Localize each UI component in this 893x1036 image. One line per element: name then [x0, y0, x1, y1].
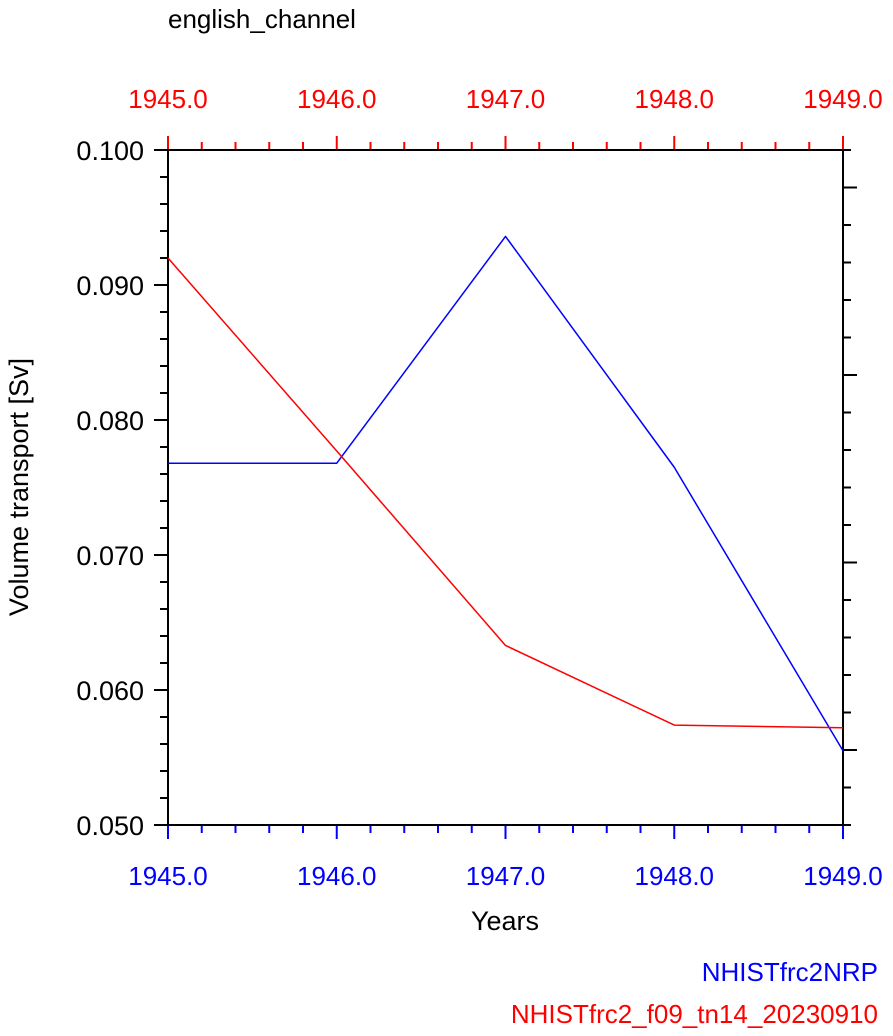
y-tick-label: 0.050: [76, 811, 144, 841]
x-tick-label: 1949.0: [803, 861, 883, 891]
top-x-tick-label: 1945.0: [128, 84, 208, 114]
y-tick-label: 0.060: [76, 676, 144, 706]
series-layer: [167, 235, 844, 752]
y-tick-label: 0.070: [76, 541, 144, 571]
x-axis-label: Years: [471, 906, 539, 936]
y-tick-label: 0.080: [76, 406, 144, 436]
legend-series-1: NHISTfrc2NRP: [702, 957, 878, 987]
y-tick-label: 0.090: [76, 271, 144, 301]
y-axis: 0.050 0.060 0.070 0.080 0.090 0.100: [76, 136, 168, 841]
series-line-1: [168, 235, 844, 752]
chart-title: english_channel: [168, 4, 356, 34]
top-x-tick-label: 1947.0: [466, 84, 546, 114]
x-tick-label: 1948.0: [634, 861, 714, 891]
x-tick-label: 1947.0: [466, 861, 546, 891]
bottom-x-axis: 1945.0 1946.0 1947.0 1948.0 1949.0: [128, 825, 883, 891]
x-tick-label: 1945.0: [128, 861, 208, 891]
top-x-tick-label: 1948.0: [634, 84, 714, 114]
legend-series-2: NHISTfrc2_f09_tn14_20230910: [511, 999, 878, 1029]
top-x-tick-label: 1949.0: [803, 84, 883, 114]
top-x-tick-label: 1946.0: [297, 84, 377, 114]
y-axis-label: Volume transport [Sv]: [4, 358, 34, 616]
plot-frame: [167, 149, 844, 826]
y-tick-label: 0.100: [76, 136, 144, 166]
series-line-2: [167, 257, 844, 729]
right-axis: [843, 149, 857, 826]
top-x-axis: 1945.0 1946.0 1947.0 1948.0 1949.0: [128, 84, 883, 150]
x-tick-label: 1946.0: [297, 861, 377, 891]
